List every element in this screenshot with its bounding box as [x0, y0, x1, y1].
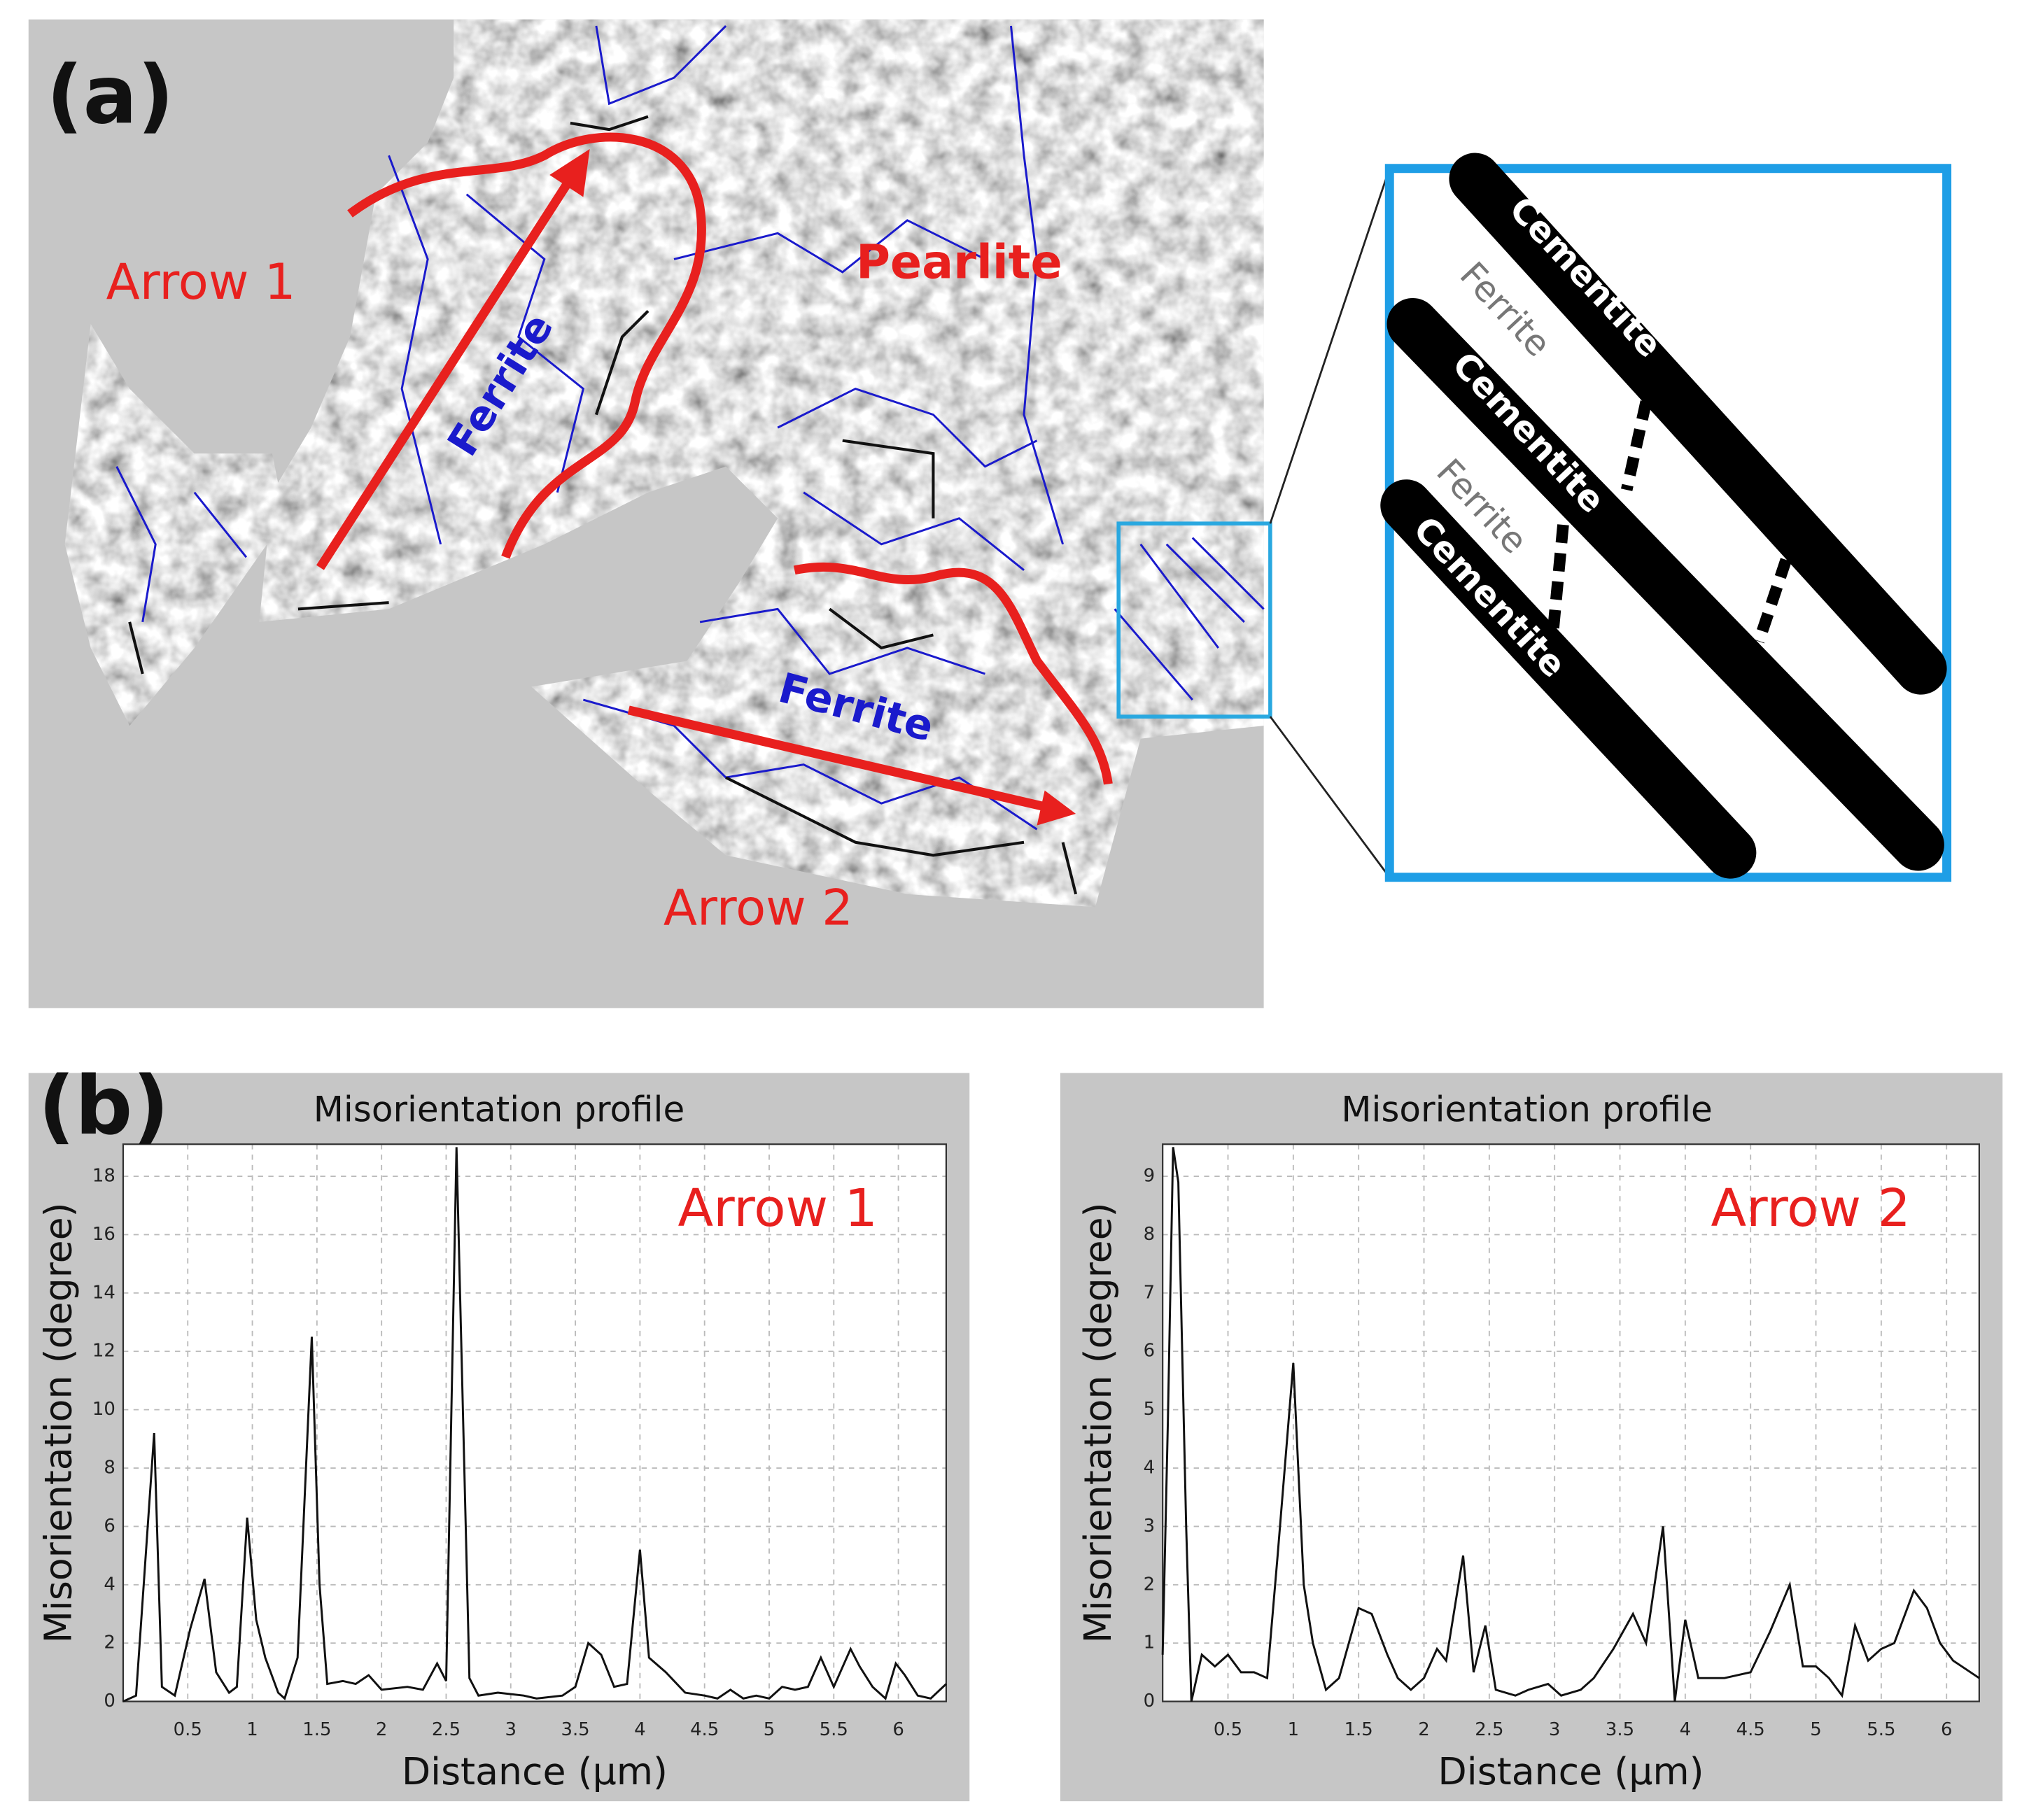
- y-axis-label: Misorientation (degree): [36, 1202, 80, 1643]
- arrow-head: [549, 148, 590, 197]
- x-tick-label: 2: [376, 1719, 387, 1740]
- arrow: [316, 176, 575, 570]
- boundary-trace: [793, 562, 1113, 785]
- arrow-head: [1037, 790, 1076, 826]
- interface: [1547, 524, 1569, 636]
- cementite-bar: [1386, 297, 1944, 871]
- annotation: Arrow 1: [678, 1178, 878, 1239]
- arrow: [627, 705, 1048, 812]
- chart-title: Misorientation profile: [1341, 1089, 1712, 1129]
- y-tick-label: 4: [104, 1574, 115, 1595]
- x-tick-label: 5: [1810, 1719, 1821, 1740]
- annotation: Arrow 2: [664, 879, 853, 936]
- x-tick-label: 2: [1418, 1719, 1429, 1740]
- x-tick-label: 6: [1941, 1719, 1952, 1740]
- plot-area: [122, 1144, 946, 1702]
- y-tick-label: 16: [92, 1224, 115, 1245]
- inset: Cementite Cementite Cementite Ferrite Fe…: [1380, 153, 1952, 882]
- annotation: Arrow 1: [106, 253, 296, 311]
- plot-border: [122, 1143, 948, 1702]
- x-tick-label: 5.5: [1867, 1719, 1895, 1740]
- x-tick-label: 3.5: [561, 1719, 589, 1740]
- y-tick-label: 8: [104, 1458, 115, 1479]
- y-tick-label: 2: [1144, 1574, 1155, 1595]
- grain-region: [64, 323, 286, 726]
- zoom-line: [1269, 168, 1391, 524]
- x-tick-label: 2.5: [432, 1719, 461, 1740]
- x-tick-label: 3: [505, 1719, 517, 1740]
- x-tick-label: 3: [1549, 1719, 1560, 1740]
- y-tick-label: 1: [1144, 1632, 1155, 1653]
- y-axis-label: Misorientation (degree): [1076, 1202, 1120, 1643]
- boundary: [115, 24, 1265, 831]
- x-tick-label: 5.5: [820, 1719, 848, 1740]
- x-tick-label: 3.5: [1606, 1719, 1634, 1740]
- y-tick-label: 7: [1144, 1282, 1155, 1303]
- panel-label: (b): [38, 1059, 169, 1153]
- plot-area: [1163, 1144, 1979, 1702]
- y-tick-label: 18: [92, 1166, 115, 1187]
- boundary-trace: [347, 132, 706, 559]
- y-tick-label: 0: [1144, 1691, 1155, 1712]
- x-tick-label: 1: [246, 1719, 258, 1740]
- y-tick-label: 3: [1144, 1516, 1155, 1537]
- y-tick-label: 6: [104, 1516, 115, 1537]
- x-tick-label: 0.5: [1214, 1719, 1242, 1740]
- data-line: [122, 1147, 947, 1702]
- x-tick-label: 4.5: [690, 1719, 719, 1740]
- x-tick-label: 1.5: [1345, 1719, 1373, 1740]
- annotation: Arrow 2: [1711, 1178, 1911, 1239]
- zoom-line: [1269, 716, 1391, 878]
- y-tick-label: 8: [1144, 1224, 1155, 1245]
- x-axis-label: Distance (µm): [1438, 1749, 1704, 1793]
- zoom-box: [1116, 521, 1272, 719]
- data-line: [1161, 1147, 1980, 1702]
- y-tick-label: 10: [92, 1399, 115, 1420]
- x-tick-label: 5: [764, 1719, 775, 1740]
- y-tick-label: 9: [1144, 1166, 1155, 1187]
- cementite-bar: [1380, 479, 1757, 879]
- plot-border: [1162, 1143, 1980, 1702]
- x-tick-label: 4.5: [1736, 1719, 1765, 1740]
- panel-label: (a): [46, 49, 174, 143]
- boundary: [128, 115, 1078, 895]
- x-tick-label: 1: [1288, 1719, 1299, 1740]
- y-tick-label: 12: [92, 1341, 115, 1362]
- interface: [1621, 400, 1652, 491]
- y-tick-label: 4: [1144, 1458, 1155, 1479]
- x-tick-label: 6: [892, 1719, 904, 1740]
- y-tick-label: 0: [104, 1691, 115, 1712]
- y-tick-label: 2: [104, 1632, 115, 1653]
- y-tick-label: 14: [92, 1282, 115, 1303]
- grain-region: [259, 19, 1264, 908]
- y-tick-label: 5: [1144, 1399, 1155, 1420]
- x-tick-label: 1.5: [302, 1719, 331, 1740]
- interface: [1753, 558, 1792, 644]
- x-tick-label: 4: [1680, 1719, 1691, 1740]
- chart-title: Misorientation profile: [314, 1089, 684, 1129]
- annotation: Pearlite: [856, 235, 1062, 290]
- cementite-bar: [1449, 153, 1947, 695]
- grain-boundaries: [115, 24, 1265, 895]
- x-axis-label: Distance (µm): [402, 1749, 668, 1793]
- x-tick-label: 4: [634, 1719, 645, 1740]
- y-tick-label: 6: [1144, 1341, 1155, 1362]
- x-tick-label: 2.5: [1475, 1719, 1503, 1740]
- x-tick-label: 0.5: [174, 1719, 202, 1740]
